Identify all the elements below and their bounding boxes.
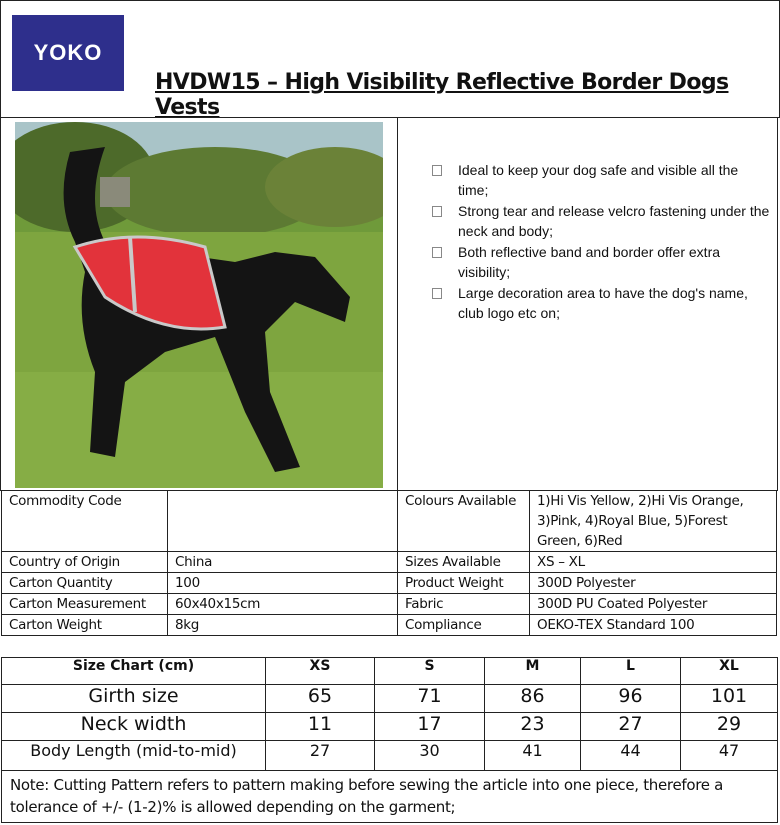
- cell: 96: [580, 684, 681, 713]
- spec-label: Carton Quantity: [1, 572, 168, 594]
- spec-value: 100: [167, 572, 398, 594]
- row-label: Girth size: [1, 684, 266, 713]
- spec-value: 300D Polyester: [529, 572, 777, 594]
- feature-text: Large decoration area to have the dog's …: [458, 285, 748, 321]
- spec-value: 1)Hi Vis Yellow, 2)Hi Vis Orange, 3)Pink…: [529, 490, 777, 552]
- spec-label: Carton Weight: [1, 614, 168, 636]
- header-cell: XS: [265, 657, 375, 685]
- spec-value: [167, 490, 398, 552]
- spec-label: Carton Measurement: [1, 593, 168, 615]
- header-cell: M: [484, 657, 581, 685]
- checkbox-bullet-icon: [432, 288, 442, 299]
- feature-list: Ideal to keep your dog safe and visible …: [432, 160, 772, 324]
- header-cell: S: [374, 657, 485, 685]
- feature-item: Strong tear and release velcro fastening…: [432, 201, 772, 241]
- feature-item: Both reflective band and border offer ex…: [432, 242, 772, 282]
- cell: 41: [484, 740, 581, 771]
- size-chart-table: Size Chart (cm) XS S M L XL Girth size 65 71 86 9…: [1, 657, 778, 823]
- header-cell: L: [580, 657, 681, 685]
- yoko-logo: YOKO: [12, 15, 124, 91]
- cell: 101: [680, 684, 778, 713]
- spec-label: Commodity Code: [1, 490, 168, 552]
- cell: 27: [580, 712, 681, 741]
- table-row: Girth size 65 71 86 96 101: [1, 684, 778, 713]
- page-title: HVDW15 – High Visibility Reflective Bord…: [155, 70, 729, 120]
- feature-text: Strong tear and release velcro fastening…: [458, 203, 770, 239]
- cell: 29: [680, 712, 778, 741]
- row-label: Body Length (mid-to-mid): [1, 740, 266, 771]
- table-row: Commodity Code Colours Available 1)Hi Vis …: [1, 490, 777, 552]
- spec-label: Sizes Available: [397, 551, 530, 573]
- note-row: Note: Cutting Pattern refers to pattern …: [1, 770, 778, 823]
- cell: 11: [265, 712, 375, 741]
- table-row: Carton Weight 8kg Compliance OEKO-TEX Stand…: [1, 614, 777, 636]
- cell: 86: [484, 684, 581, 713]
- cell: 23: [484, 712, 581, 741]
- cell: 17: [374, 712, 485, 741]
- spec-value: China: [167, 551, 398, 573]
- spec-label: Fabric: [397, 593, 530, 615]
- header-cell: XL: [680, 657, 778, 685]
- spec-label: Country of Origin: [1, 551, 168, 573]
- feature-text: Both reflective band and border offer ex…: [458, 244, 721, 280]
- spec-table: Commodity Code Colours Available 1)Hi Vis …: [1, 490, 777, 636]
- checkbox-bullet-icon: [432, 165, 442, 176]
- spec-value: 8kg: [167, 614, 398, 636]
- product-photo: [15, 122, 383, 488]
- cell: 44: [580, 740, 681, 771]
- cell: 30: [374, 740, 485, 771]
- table-row: Country of Origin China Sizes Available XS …: [1, 551, 777, 573]
- spec-value: XS – XL: [529, 551, 777, 573]
- cell: 65: [265, 684, 375, 713]
- table-header-row: Size Chart (cm) XS S M L XL: [1, 657, 778, 685]
- table-row: Neck width 11 17 23 27 29: [1, 712, 778, 741]
- table-row: Carton Measurement 60x40x15cm Fabric 300D P…: [1, 593, 777, 615]
- spec-value: 60x40x15cm: [167, 593, 398, 615]
- table-row: Body Length (mid-to-mid) 27 30 41 44 47: [1, 740, 778, 771]
- spec-value: 300D PU Coated Polyester: [529, 593, 777, 615]
- cell: 47: [680, 740, 778, 771]
- header-cell: Size Chart (cm): [1, 657, 266, 685]
- spec-label: Compliance: [397, 614, 530, 636]
- checkbox-bullet-icon: [432, 206, 442, 217]
- feature-text: Ideal to keep your dog safe and visible …: [458, 162, 739, 198]
- table-row: Carton Quantity 100 Product Weight 300D Pol…: [1, 572, 777, 594]
- note-text: Note: Cutting Pattern refers to pattern …: [1, 770, 778, 823]
- feature-item: Large decoration area to have the dog's …: [432, 283, 772, 323]
- cell: 27: [265, 740, 375, 771]
- row-label: Neck width: [1, 712, 266, 741]
- spec-value: OEKO-TEX Standard 100: [529, 614, 777, 636]
- spec-label: Product Weight: [397, 572, 530, 594]
- checkbox-bullet-icon: [432, 247, 442, 258]
- feature-item: Ideal to keep your dog safe and visible …: [432, 160, 772, 200]
- spec-label: Colours Available: [397, 490, 530, 552]
- cell: 71: [374, 684, 485, 713]
